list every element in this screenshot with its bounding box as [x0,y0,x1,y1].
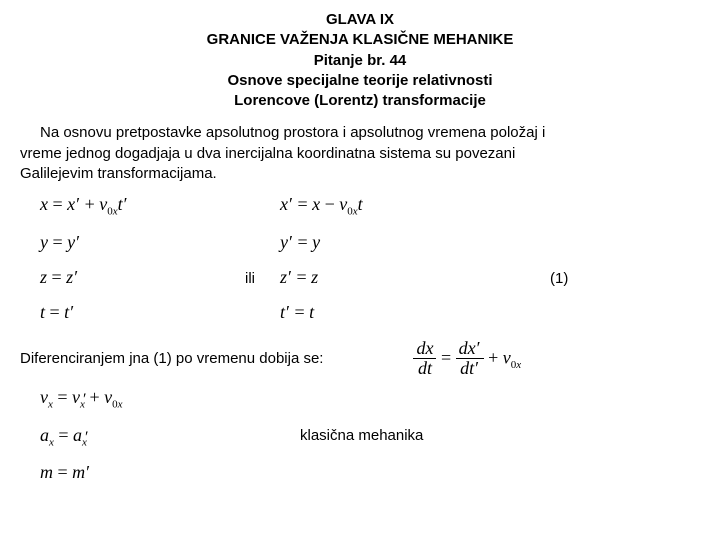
header-line-3: Pitanje br. 44 [20,51,700,71]
equation-number-1: (1) [550,270,568,287]
eq-z-inverse: z′ = z [280,267,460,288]
transform-inverse-column: x′ = x − v0xt y′ = y z′ = z t′ = t [280,194,460,323]
classical-mechanics-label: klasična mehanika [300,427,423,444]
eq-t-forward: t = t′ [40,302,220,323]
header-line-4: Osnove specijalne teorije relativnosti [20,71,700,91]
eq-x-forward: x = x′ + v0xt′ [40,194,220,218]
result-column: vx = vx + v0x ax = ax m = m′ [40,387,240,483]
eq-z-forward: z = z′ [40,267,220,288]
transform-forward-column: x = x′ + v0xt′ y = y′ z = z′ t = t′ [40,194,220,323]
eq-vx: vx = vx + v0x [40,387,240,411]
eq-dx-dt: dxdt = dx′dt′ + v0x [413,339,521,380]
document-header: GLAVA IX GRANICE VAŽENJA KLASIČNE MEHANI… [20,10,700,111]
result-row: vx = vx + v0x ax = ax m = m′ klasična me… [20,387,700,483]
eq-t-inverse: t′ = t [280,302,460,323]
eq-y-inverse: y′ = y [280,232,460,253]
or-label: ili [220,270,280,287]
eq-ax: ax = ax [40,425,240,449]
galilean-transform-row: x = x′ + v0xt′ y = y′ z = z′ t = t′ ili … [20,194,700,323]
differentiation-row: Diferenciranjem jna (1) po vremenu dobij… [20,339,700,380]
intro-paragraph: Na osnovu pretpostavke apsolutnog prosto… [20,123,700,184]
eq-m: m = m′ [40,462,240,483]
header-line-1: GLAVA IX [20,10,700,30]
header-line-2: GRANICE VAŽENJA KLASIČNE MEHANIKE [20,30,700,50]
eq-x-inverse: x′ = x − v0xt [280,194,460,218]
eq-y-forward: y = y′ [40,232,220,253]
para-line-3: Galilejevim transformacijama. [20,165,217,182]
differentiation-label: Diferenciranjem jna (1) po vremenu dobij… [20,350,323,367]
header-line-5: Lorencove (Lorentz) transformacije [20,91,700,111]
para-line-1: Na osnovu pretpostavke apsolutnog prosto… [20,123,545,143]
para-line-2: vreme jednog dogadjaja u dva inercijalna… [20,145,515,162]
